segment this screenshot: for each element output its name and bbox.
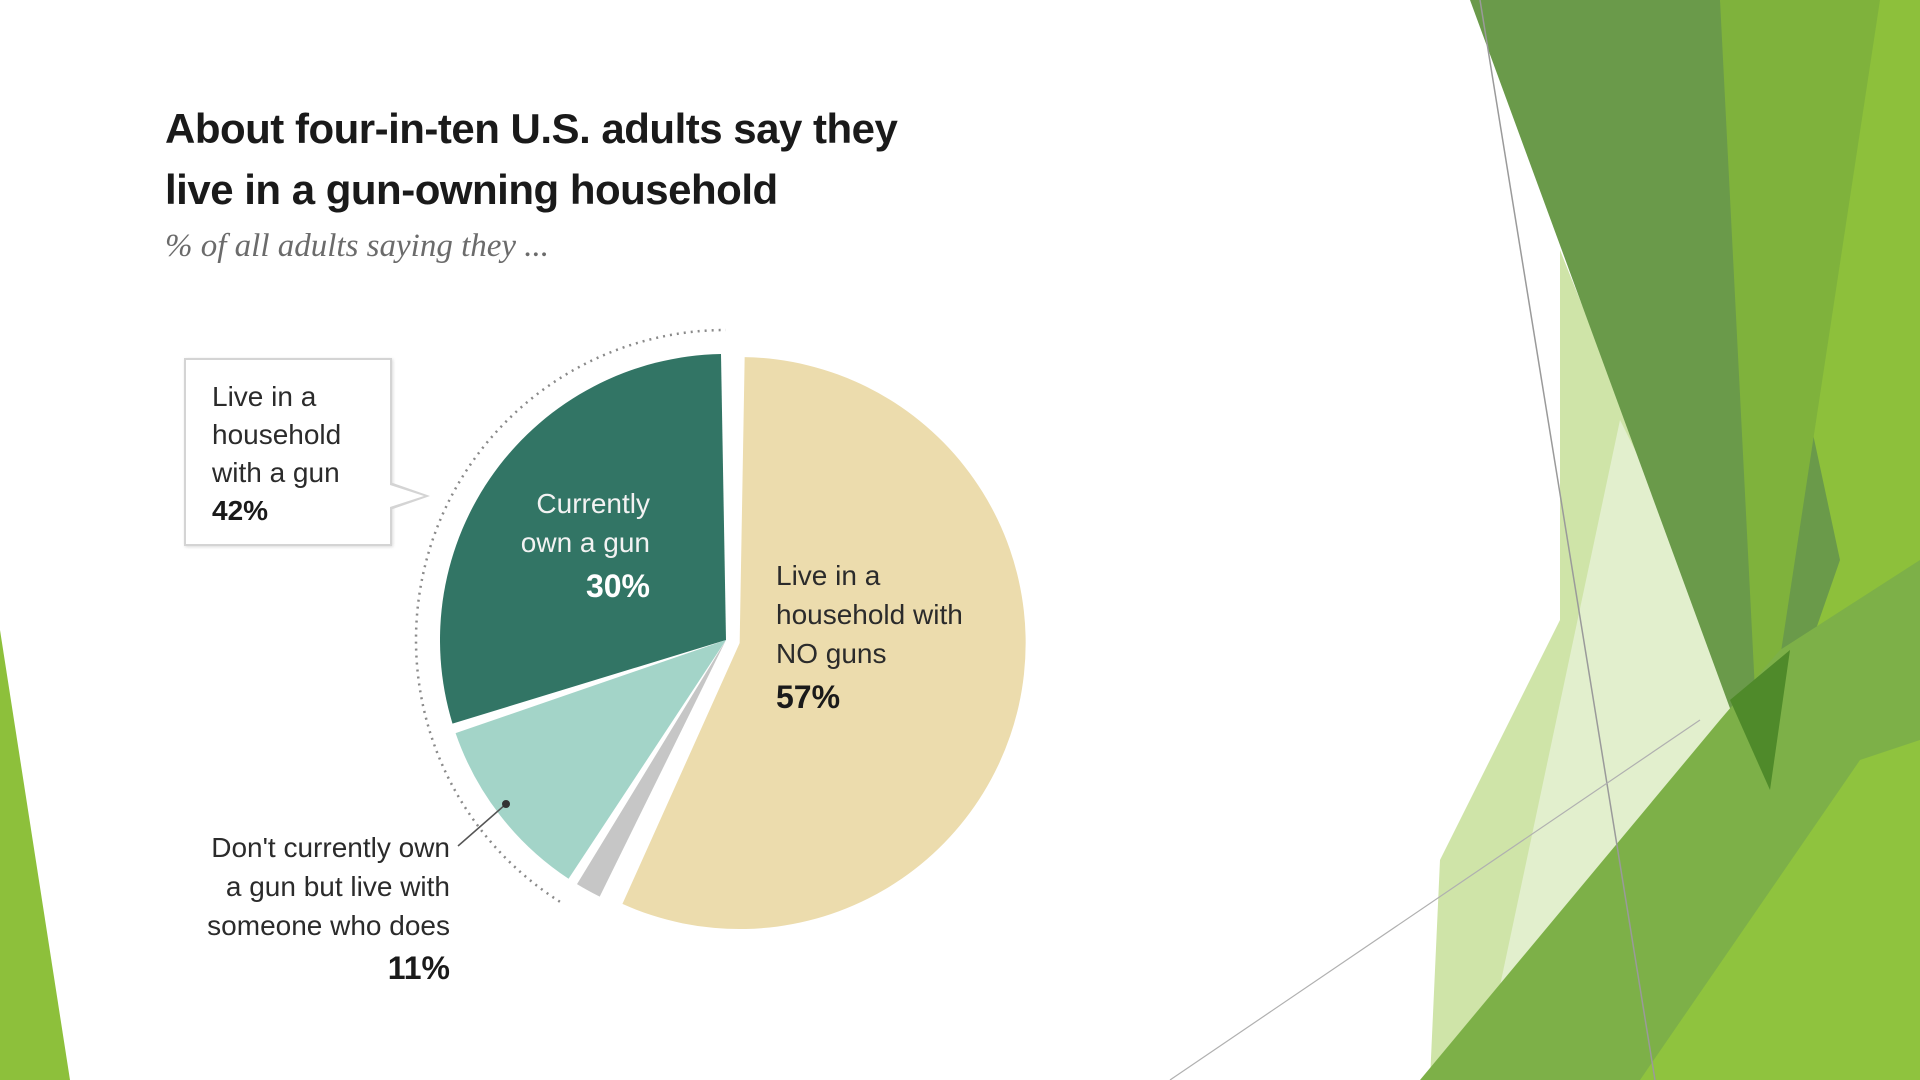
chart-title-line-2: live in a gun-owning household bbox=[165, 166, 778, 213]
leader-line bbox=[457, 803, 507, 847]
pie-slice-own-gun bbox=[440, 354, 726, 724]
deco-bright-green-panel bbox=[1640, 740, 1920, 1080]
slice-label-live-with-owner: Don't currently own a gun but live with … bbox=[150, 828, 450, 988]
callout-pointer-fill bbox=[390, 485, 424, 507]
callout-value: 42% bbox=[212, 495, 269, 526]
deco-olive-green-panel bbox=[1720, 0, 1880, 790]
slice-label-no-guns-line-2: household with bbox=[776, 599, 963, 630]
slice-value-no-guns: 57% bbox=[776, 679, 840, 715]
slice-label-no-guns-line-1: Live in a bbox=[776, 560, 881, 591]
deco-thin-line-2 bbox=[1169, 719, 1701, 1080]
deco-left-green-wedge bbox=[0, 630, 70, 1080]
pie-slice-live-with-owner bbox=[455, 640, 726, 879]
slice-label-own-gun-line-1: Currently bbox=[536, 488, 650, 519]
slice-label-own-gun-line-2: own a gun bbox=[521, 527, 650, 558]
gun-household-dotted-arc bbox=[414, 328, 726, 903]
slice-label-live-with-owner-line-3: someone who does bbox=[207, 910, 450, 941]
deco-deep-green-accent bbox=[1730, 650, 1790, 790]
slice-label-live-with-owner-line-2: a gun but live with bbox=[225, 871, 450, 902]
deco-pale-green-panel bbox=[1480, 420, 1780, 1080]
callout-text: Live in a household with a gun 42% bbox=[212, 378, 341, 530]
slice-label-no-guns-line-3: NO guns bbox=[776, 638, 887, 669]
callout-line-1: Live in a bbox=[212, 381, 317, 412]
slice-label-live-with-owner-line-1: Don't currently own bbox=[211, 832, 450, 863]
chart-title-line-1: About four-in-ten U.S. adults say they bbox=[165, 105, 898, 152]
slice-value-live-with-owner: 11% bbox=[387, 950, 450, 986]
slice-value-own-gun: 30% bbox=[586, 568, 650, 604]
leader-dot bbox=[502, 800, 510, 808]
callout-gun-household: Live in a household with a gun 42% bbox=[184, 358, 392, 546]
pie-slice-no-guns bbox=[622, 357, 1026, 930]
chart-subtitle: % of all adults saying they ... bbox=[165, 228, 550, 264]
callout-line-2: household bbox=[212, 419, 342, 450]
callout-line-3: with a gun bbox=[212, 457, 340, 488]
deco-thin-line-1 bbox=[1479, 0, 1656, 1080]
chart-title: About four-in-ten U.S. adults say they l… bbox=[165, 98, 1065, 220]
pie-slice-other bbox=[577, 640, 726, 897]
